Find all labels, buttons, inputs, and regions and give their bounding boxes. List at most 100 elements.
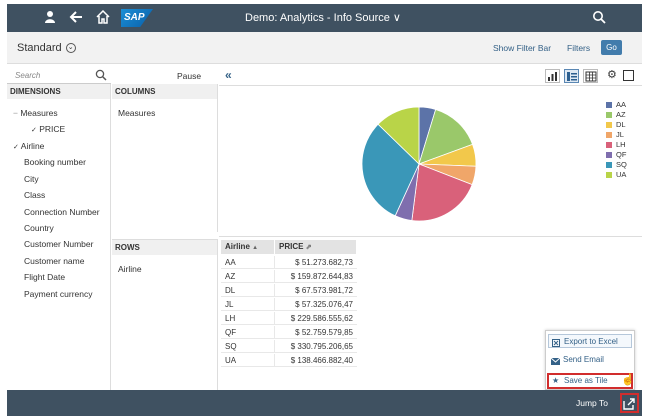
table-cell-price[interactable]: $ 330.795.206,65	[275, 340, 357, 353]
legend-item-sq[interactable]: SQ	[606, 160, 627, 169]
search-field-icon[interactable]	[95, 69, 107, 81]
grid-icon[interactable]	[583, 69, 598, 83]
dimension-item-connection-number[interactable]: Connection Number	[24, 207, 100, 217]
rows-panel: ROWS Airline	[112, 239, 218, 390]
dimension-item-country[interactable]: Country	[24, 223, 54, 233]
table-cell-airline[interactable]: DL	[221, 284, 275, 297]
jump-to-button[interactable]: Jump To	[576, 398, 608, 408]
legend-label: DL	[616, 120, 626, 129]
legend-item-ua[interactable]: UA	[606, 170, 626, 179]
variant-selector[interactable]: Standard ⌄	[17, 42, 76, 54]
bar-chart-icon[interactable]	[545, 69, 560, 83]
sap-logo[interactable]: SAP	[121, 9, 153, 27]
sort-ascending-icon: ▲	[252, 245, 259, 251]
show-filter-bar-button[interactable]: Show Filter Bar	[493, 43, 552, 53]
send-email-button[interactable]: Send Email	[548, 353, 632, 367]
pie-slice-az[interactable]	[418, 108, 474, 165]
star-icon: ★	[552, 375, 560, 385]
envelope-icon	[550, 356, 561, 365]
menu-label: Save as Tile	[564, 376, 608, 385]
table-cell-airline[interactable]: UA	[221, 354, 275, 367]
search-field[interactable]: Search	[7, 66, 111, 84]
table-cell-price[interactable]: $ 67.573.981,72	[275, 284, 357, 297]
legend-item-lh[interactable]: LH	[606, 140, 626, 149]
table-cell-price[interactable]: $ 51.273.682,73	[275, 256, 357, 269]
table-cell-airline[interactable]: LH	[221, 312, 275, 325]
legend-label: AA	[616, 100, 627, 109]
legend-swatch	[606, 142, 612, 149]
check-icon: ✓	[13, 144, 19, 151]
table-cell-airline[interactable]: SQ	[221, 340, 275, 353]
export-to-excel-button[interactable]: Export to Excel	[548, 334, 632, 348]
legend-item-aa[interactable]: AA	[606, 100, 626, 109]
column-resize-icon: ⇗	[305, 244, 312, 251]
table-cell-price[interactable]: $ 57.325.076,47	[275, 298, 357, 311]
legend-swatch	[606, 162, 612, 169]
filters-button[interactable]: Filters	[567, 43, 591, 53]
table-cell-airline[interactable]: JL	[221, 298, 275, 311]
legend-swatch	[606, 172, 612, 179]
legend-swatch	[606, 102, 612, 109]
legend-item-az[interactable]: AZ	[606, 110, 626, 119]
app-title[interactable]: Demo: Analytics - Info Source ∨	[245, 11, 401, 24]
table-cell-price[interactable]: $ 52.759.579,85	[275, 326, 357, 339]
pause-button[interactable]: Pause	[177, 71, 202, 81]
save-as-tile-button[interactable]: ★ Save as Tile	[547, 373, 633, 389]
column-item-measures[interactable]: Measures	[118, 108, 156, 118]
legend-label: SQ	[616, 160, 627, 169]
back-arrow-icon[interactable]	[69, 10, 85, 26]
chart-toolbar: « ⚙	[219, 66, 642, 86]
user-icon[interactable]	[43, 10, 59, 26]
search-input[interactable]: Search	[15, 71, 41, 80]
pie-slice-sq[interactable]	[361, 123, 420, 217]
pie-slice-lh[interactable]	[411, 163, 473, 222]
dimension-item-customer-name[interactable]: Customer name	[24, 256, 85, 266]
pie-slice-ua[interactable]	[377, 106, 420, 165]
go-button[interactable]: Go	[601, 40, 622, 55]
table-cell-price[interactable]: $ 229.586.555,62	[275, 312, 357, 325]
legend-swatch	[606, 132, 612, 139]
table-chart-icon[interactable]	[564, 69, 579, 83]
gear-icon[interactable]: ⚙	[607, 69, 617, 81]
legend-swatch	[606, 122, 612, 129]
table-cell-price[interactable]: $ 159.872.644,83	[275, 270, 357, 283]
dimension-item-booking-number[interactable]: Booking number	[24, 157, 86, 167]
dimension-item-customer-number[interactable]: Customer Number	[24, 239, 94, 249]
dimension-item-airline[interactable]: ✓ Airline	[13, 141, 44, 151]
search-icon[interactable]	[592, 10, 608, 26]
menu-label: Export to Excel	[564, 337, 618, 346]
app-frame: SAP Demo: Analytics - Info Source ∨ Stand…	[7, 4, 642, 416]
legend-label: QF	[616, 150, 627, 159]
table-header-airline[interactable]: Airline ▲	[221, 240, 275, 254]
pie-chart[interactable]	[219, 87, 642, 237]
row-item-airline[interactable]: Airline	[118, 264, 142, 274]
collapse-icon: −	[13, 108, 18, 118]
menu-label: Send Email	[563, 355, 604, 364]
dimension-label: Measures	[20, 108, 58, 118]
fullscreen-icon[interactable]	[623, 70, 634, 81]
dimension-item-price[interactable]: ✓ PRICE	[31, 124, 65, 134]
legend-swatch	[606, 152, 612, 159]
legend-label: LH	[616, 140, 626, 149]
dimension-label: Airline	[20, 141, 45, 151]
footer-bar: Jump To	[7, 390, 642, 416]
legend-item-jl[interactable]: JL	[606, 130, 624, 139]
dimension-item-class[interactable]: Class	[24, 190, 46, 200]
table-cell-airline[interactable]: QF	[221, 326, 275, 339]
table-header-price[interactable]: PRICE ⇗	[275, 240, 357, 254]
share-button[interactable]	[620, 393, 639, 413]
home-icon[interactable]	[96, 9, 112, 26]
dimension-item-measures[interactable]: − Measures	[13, 108, 58, 118]
table-cell-price[interactable]: $ 138.466.882,40	[275, 354, 357, 367]
legend-item-dl[interactable]: DL	[606, 120, 626, 129]
dimension-item-city[interactable]: City	[24, 174, 39, 184]
table-cell-airline[interactable]: AA	[221, 256, 275, 269]
table-cell-airline[interactable]: AZ	[221, 270, 275, 283]
excel-icon	[552, 338, 560, 347]
legend-item-qf[interactable]: QF	[606, 150, 626, 159]
dimension-item-payment-currency[interactable]: Payment currency	[24, 289, 93, 299]
collapse-panel-button[interactable]: «	[225, 68, 232, 82]
check-icon: ✓	[31, 127, 37, 134]
dimension-item-flight-date[interactable]: Flight Date	[24, 272, 66, 282]
title-chevron-icon: ∨	[392, 12, 401, 24]
